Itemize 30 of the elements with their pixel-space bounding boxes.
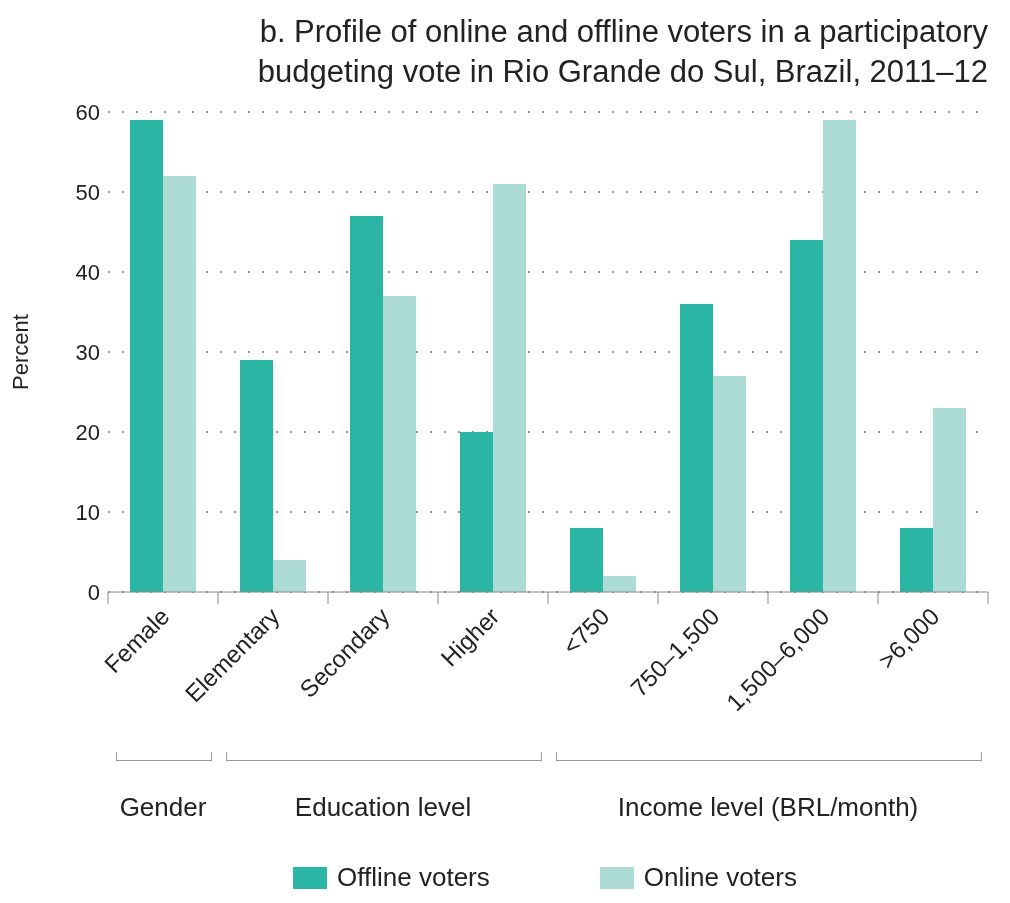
bar [350,216,383,592]
bar [900,528,933,592]
bar [603,576,636,592]
y-tick-label: 0 [87,579,100,605]
bar [273,560,306,592]
y-tick-label: 60 [75,99,100,125]
y-tick-label: 30 [75,339,100,365]
y-tick-label: 50 [75,179,100,205]
bar [460,432,493,592]
y-axis-title: Percent [7,314,33,390]
legend-label: Online voters [643,862,797,893]
bar [570,528,603,592]
legend-label: Offline voters [337,862,490,893]
bar [383,296,416,592]
bar [790,240,823,592]
text: Gender [119,792,207,822]
bar [493,184,526,592]
chart-title: b. Profile of online and offline voters in a participatory budgeting vote in Rio Grande do Sul, Brazil, 2011–12 [256,13,989,91]
bar [240,360,273,592]
bar [130,120,163,592]
y-tick-label: 20 [75,419,100,445]
bar [163,176,196,592]
bar [680,304,713,592]
bar [933,408,966,592]
bar [823,120,856,592]
text: Income level (BRL/month) [616,792,920,823]
y-tick-label: 10 [75,499,100,525]
bar [713,376,746,592]
text: Education level [294,792,472,822]
y-tick-label: 40 [75,259,100,285]
